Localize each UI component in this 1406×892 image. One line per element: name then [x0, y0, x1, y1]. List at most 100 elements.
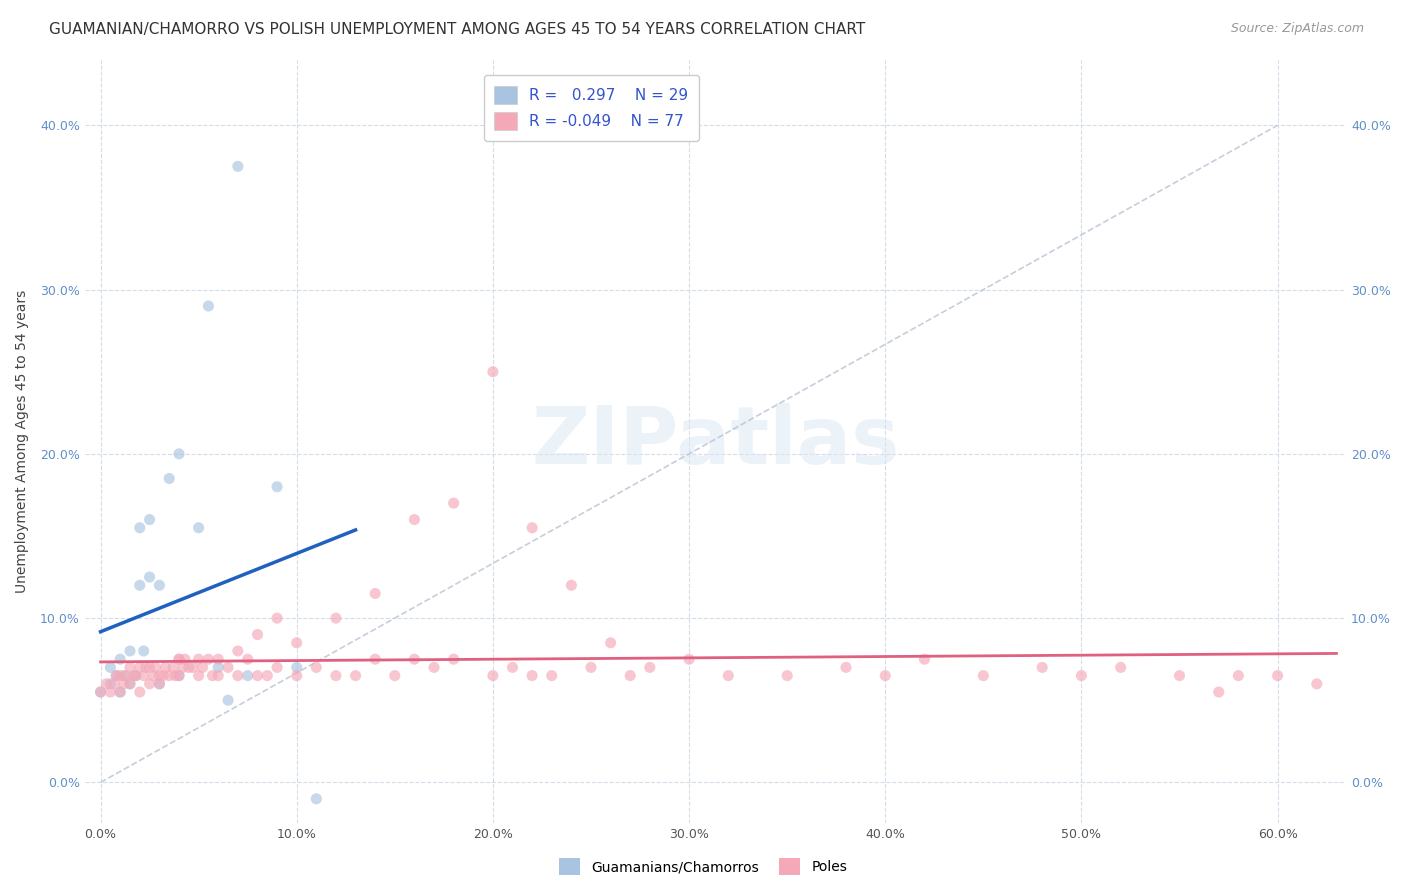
Point: [305, 792, 328, 806]
Point: [181, 660, 204, 674]
Point: [285, 636, 308, 650]
Point: [201, 668, 224, 682]
Point: [148, 668, 170, 682]
Point: [108, 685, 131, 699]
Point: [167, 668, 190, 682]
Point: [138, 570, 160, 584]
Point: [236, 668, 259, 682]
Point: [98, 677, 121, 691]
Point: [108, 668, 131, 682]
Point: [155, 660, 177, 674]
Point: [875, 668, 897, 682]
Point: [167, 652, 190, 666]
Point: [128, 660, 150, 674]
Point: [187, 668, 209, 682]
Point: [135, 660, 157, 674]
Point: [423, 660, 446, 674]
Point: [105, 668, 128, 682]
Point: [482, 668, 505, 682]
Point: [167, 652, 190, 666]
Point: [98, 660, 121, 674]
Point: [638, 660, 661, 674]
Legend: R =   0.297    N = 29, R = -0.049    N = 77: R = 0.297 N = 29, R = -0.049 N = 77: [484, 75, 699, 141]
Point: [132, 668, 155, 682]
Point: [404, 652, 426, 666]
Point: [132, 644, 155, 658]
Point: [128, 578, 150, 592]
Point: [325, 668, 347, 682]
Y-axis label: Unemployment Among Ages 45 to 54 years: Unemployment Among Ages 45 to 54 years: [15, 290, 30, 593]
Point: [152, 668, 174, 682]
Point: [122, 668, 145, 682]
Point: [118, 660, 141, 674]
Point: [482, 365, 505, 379]
Point: [560, 578, 582, 592]
Point: [246, 668, 269, 682]
Point: [678, 652, 700, 666]
Point: [540, 668, 562, 682]
Point: [148, 677, 170, 691]
Point: [266, 660, 288, 674]
Point: [914, 652, 936, 666]
Point: [207, 652, 229, 666]
Point: [1208, 685, 1230, 699]
Point: [145, 660, 167, 674]
Point: [717, 668, 740, 682]
Point: [177, 660, 200, 674]
Point: [118, 644, 141, 658]
Point: [226, 644, 249, 658]
Point: [226, 668, 249, 682]
Point: [1031, 660, 1053, 674]
Point: [520, 521, 543, 535]
Point: [191, 660, 214, 674]
Point: [1227, 668, 1250, 682]
Point: [197, 299, 219, 313]
Point: [285, 668, 308, 682]
Point: [599, 636, 621, 650]
Point: [105, 668, 128, 682]
Point: [118, 677, 141, 691]
Point: [125, 668, 148, 682]
Point: [579, 660, 602, 674]
Point: [217, 660, 239, 674]
Point: [1168, 668, 1191, 682]
Point: [90, 685, 112, 699]
Point: [1070, 668, 1092, 682]
Point: [256, 668, 278, 682]
Point: [1306, 677, 1329, 691]
Point: [217, 693, 239, 707]
Point: [1267, 668, 1289, 682]
Legend: Guamanians/Chamorros, Poles: Guamanians/Chamorros, Poles: [554, 853, 852, 880]
Point: [103, 677, 125, 691]
Point: [148, 578, 170, 592]
Point: [157, 668, 180, 682]
Point: [246, 627, 269, 641]
Point: [112, 668, 135, 682]
Point: [266, 611, 288, 625]
Point: [115, 668, 138, 682]
Point: [174, 652, 197, 666]
Point: [325, 611, 347, 625]
Point: [207, 660, 229, 674]
Text: Source: ZipAtlas.com: Source: ZipAtlas.com: [1230, 22, 1364, 36]
Point: [167, 447, 190, 461]
Point: [138, 512, 160, 526]
Point: [148, 677, 170, 691]
Point: [502, 660, 524, 674]
Point: [266, 480, 288, 494]
Point: [118, 677, 141, 691]
Point: [520, 668, 543, 682]
Point: [112, 677, 135, 691]
Point: [128, 521, 150, 535]
Point: [187, 652, 209, 666]
Point: [157, 471, 180, 485]
Point: [125, 668, 148, 682]
Point: [619, 668, 641, 682]
Point: [207, 668, 229, 682]
Point: [165, 668, 187, 682]
Point: [404, 512, 426, 526]
Point: [285, 660, 308, 674]
Point: [138, 660, 160, 674]
Point: [1109, 660, 1132, 674]
Point: [128, 685, 150, 699]
